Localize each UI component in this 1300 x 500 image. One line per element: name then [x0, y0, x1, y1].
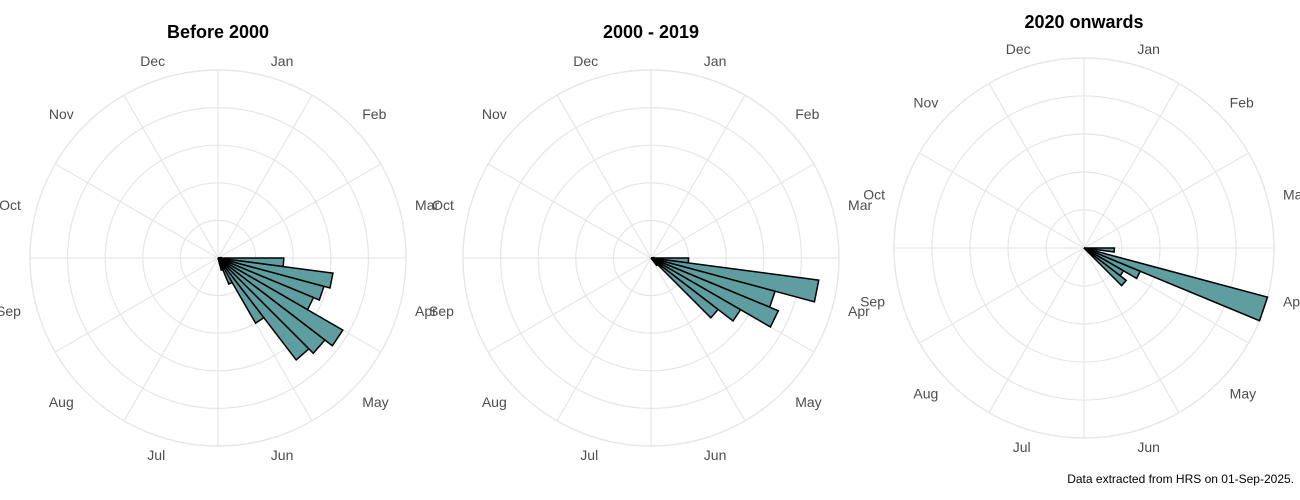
- month-label-jun: Jun: [1137, 439, 1160, 455]
- grid-spoke: [556, 94, 652, 259]
- month-label-dec: Dec: [140, 53, 165, 69]
- month-label-jul: Jul: [1013, 439, 1031, 455]
- month-label-jun: Jun: [271, 447, 294, 463]
- month-label-may: May: [795, 394, 821, 410]
- bar-12: [1083, 247, 1116, 253]
- grid-spoke: [1083, 247, 1180, 413]
- grid-spoke: [123, 94, 219, 259]
- month-label-apr: Apr: [848, 303, 870, 319]
- month-label-dec: Dec: [1006, 41, 1031, 57]
- grid-spoke: [54, 163, 219, 259]
- bars: [217, 256, 344, 362]
- polar-grid: [893, 57, 1275, 439]
- month-label-nov: Nov: [49, 106, 74, 122]
- month-labels: Jan Feb Mar Apr May Jun Jul Aug Sep Oct Nov Dec: [0, 53, 439, 463]
- month-label-jun: Jun: [704, 447, 727, 463]
- grid-spoke: [487, 257, 652, 353]
- month-label-apr: Apr: [415, 303, 437, 319]
- grid-spoke: [54, 257, 219, 353]
- grid-spoke: [650, 94, 746, 259]
- month-label-jan: Jan: [271, 53, 294, 69]
- month-label-oct: Oct: [0, 197, 21, 213]
- grid-spoke: [1083, 83, 1180, 249]
- bar-18: [650, 257, 659, 267]
- month-labels: Jan Feb Mar Apr May Jun Jul Aug Sep Oct Nov Dec: [429, 53, 872, 463]
- month-label-feb: Feb: [362, 106, 386, 122]
- chart-title: 2000 - 2019: [603, 22, 699, 42]
- grid-spoke: [988, 83, 1085, 249]
- polar-chart-3: 2020 onwards Jan Feb Mar Apr May Jun Jul Aug Sep O…: [860, 12, 1300, 455]
- data-source-caption: Data extracted from HRS on 01-Sep-2025.: [1067, 472, 1294, 486]
- month-label-aug: Aug: [49, 394, 74, 410]
- month-label-mar: Mar: [848, 197, 872, 213]
- month-label-nov: Nov: [913, 94, 938, 110]
- grid-spoke: [1083, 152, 1249, 249]
- month-label-dec: Dec: [573, 53, 598, 69]
- month-label-sep: Sep: [0, 303, 21, 319]
- grid-spoke: [556, 257, 652, 422]
- grid-spoke: [650, 163, 815, 259]
- month-label-aug: Aug: [913, 386, 938, 402]
- month-label-sep: Sep: [429, 303, 454, 319]
- month-label-oct: Oct: [432, 197, 454, 213]
- bar-21: [217, 257, 224, 272]
- month-label-may: May: [1230, 386, 1256, 402]
- grid-spoke: [988, 247, 1085, 413]
- month-label-mar: Mar: [1283, 187, 1300, 203]
- grid-spoke: [487, 163, 652, 259]
- month-label-may: May: [362, 394, 388, 410]
- bar-17: [650, 257, 720, 319]
- month-labels: Jan Feb Mar Apr May Jun Jul Aug Sep Oct Nov Dec: [860, 41, 1300, 455]
- month-label-jul: Jul: [147, 447, 165, 463]
- month-label-jul: Jul: [580, 447, 598, 463]
- bars: [1083, 247, 1269, 322]
- grid-spoke: [919, 247, 1085, 344]
- chart-title: Before 2000: [167, 22, 269, 42]
- bar-14: [1083, 247, 1269, 322]
- grid-spoke: [919, 152, 1085, 249]
- bar-19: [217, 257, 265, 325]
- grid-spoke: [650, 257, 746, 422]
- month-label-apr: Apr: [1283, 293, 1300, 309]
- grid-spoke: [217, 163, 382, 259]
- bar-17: [1083, 247, 1128, 287]
- polar-chart-2: 2000 - 2019 Jan Feb Mar Apr May Jun Jul Aug Sep Oc…: [429, 22, 872, 463]
- grid-spoke: [217, 94, 313, 259]
- grid-spoke: [123, 257, 219, 422]
- month-label-oct: Oct: [863, 187, 885, 203]
- month-label-aug: Aug: [482, 394, 507, 410]
- month-label-mar: Mar: [415, 197, 439, 213]
- month-label-jan: Jan: [704, 53, 727, 69]
- month-label-sep: Sep: [860, 293, 885, 309]
- month-label-nov: Nov: [482, 106, 507, 122]
- bar-20: [217, 257, 234, 286]
- month-label-jan: Jan: [1137, 41, 1160, 57]
- month-label-feb: Feb: [795, 106, 819, 122]
- chart-title: 2020 onwards: [1024, 12, 1143, 32]
- month-label-feb: Feb: [1230, 94, 1254, 110]
- bars: [650, 256, 820, 328]
